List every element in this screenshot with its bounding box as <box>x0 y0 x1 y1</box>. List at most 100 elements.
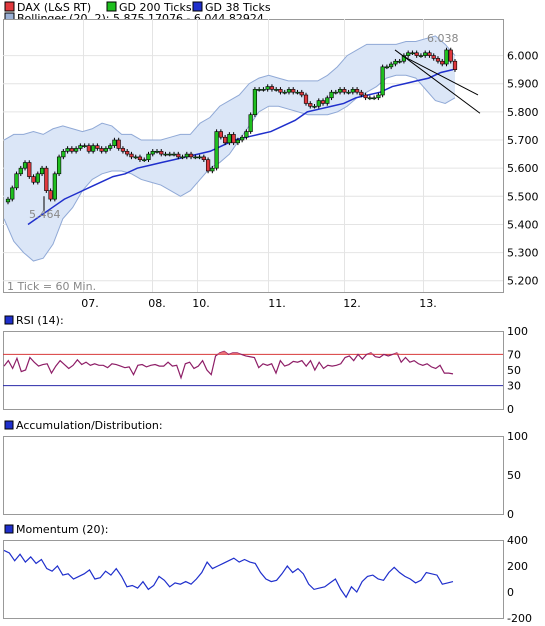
bollinger-lower-line <box>3 74 456 262</box>
price-tick-label: 5.200 <box>507 275 539 288</box>
ad-tick-label: 50 <box>507 469 521 482</box>
x-label-11: 11. <box>268 297 286 310</box>
legend-swatch <box>106 1 117 12</box>
candle-body <box>452 60 458 70</box>
candle-body <box>350 89 355 93</box>
candle-body <box>27 162 32 177</box>
legend-label-0: DAX (L&S RT) <box>17 1 91 14</box>
candle-body <box>197 156 202 159</box>
candle-body <box>74 148 79 152</box>
candle-body <box>52 173 57 200</box>
ad-title: Accumulation/Distribution: <box>16 419 163 432</box>
ad-tick-label: 100 <box>507 430 528 443</box>
candle-body <box>367 97 372 100</box>
candle-body <box>342 89 347 93</box>
candle-body <box>235 139 240 144</box>
rsi-tick-label: 100 <box>507 325 528 338</box>
candle-body <box>10 187 15 200</box>
candle-body <box>320 100 326 104</box>
candle-body <box>363 94 368 99</box>
momentum-panel-frame <box>3 540 504 619</box>
price-tick-label: 5.600 <box>507 162 539 175</box>
momentum-tick-label: 400 <box>507 534 528 547</box>
high-annotation: 6.038 <box>427 32 459 45</box>
candle-body <box>329 91 334 99</box>
candle-body <box>389 63 394 68</box>
price-tick-label: 5.300 <box>507 247 539 260</box>
candle-body <box>240 136 245 141</box>
rsi-tick-label: 30 <box>507 380 521 393</box>
candle-body <box>116 139 121 149</box>
candle-body <box>214 131 219 169</box>
candle-body <box>423 52 428 56</box>
candle-body <box>354 89 360 93</box>
candle-body <box>252 89 258 115</box>
candle-body <box>35 173 40 183</box>
candle-body <box>61 150 66 158</box>
candle-body <box>125 150 130 155</box>
candle-body <box>91 145 96 152</box>
candle-body <box>291 89 296 93</box>
candle-body <box>48 190 53 200</box>
rsi-swatch <box>4 315 14 325</box>
candle-body <box>129 153 134 158</box>
candle-body <box>39 167 45 175</box>
candle-body <box>154 150 160 153</box>
candle-body <box>176 153 181 158</box>
candle-body <box>146 153 151 161</box>
candle-body <box>333 91 338 94</box>
candle-body <box>22 162 28 169</box>
candle-body <box>274 89 279 91</box>
price-tick-label: 6.000 <box>507 50 539 63</box>
candle-body <box>299 91 304 96</box>
candle-body <box>414 52 419 56</box>
candle-body <box>150 150 155 155</box>
candle-body <box>95 145 100 149</box>
candle-body <box>210 167 215 172</box>
candle-body <box>393 60 398 65</box>
candle-body <box>223 136 228 144</box>
momentum-title: Momentum (20): <box>16 523 108 536</box>
candle-body <box>303 94 309 104</box>
candle-body <box>308 103 313 107</box>
tick-note: 1 Tick = 60 Min. <box>7 280 96 293</box>
candle-body <box>406 52 411 56</box>
candle-body <box>316 100 321 107</box>
candle-body <box>44 167 49 191</box>
candle-body <box>184 153 189 158</box>
bollinger-upper-line <box>3 35 456 141</box>
candle-body <box>265 86 270 90</box>
candle-body <box>282 91 287 94</box>
ad-swatch <box>4 420 14 430</box>
candle-body <box>112 139 117 146</box>
momentum-swatch <box>4 524 14 534</box>
candle-body <box>295 91 300 94</box>
candle-body <box>346 91 351 94</box>
rsi-tick-label: 70 <box>507 348 521 361</box>
candle-body <box>82 145 87 147</box>
candle-body <box>133 156 138 159</box>
candle-body <box>193 156 198 159</box>
candle-body <box>397 60 402 63</box>
candle-body <box>418 55 424 57</box>
candle-body <box>380 66 385 96</box>
candle-body <box>384 66 389 69</box>
candle-body <box>269 86 275 90</box>
candle-body <box>325 97 330 104</box>
candle-body <box>448 49 453 62</box>
candle-body <box>78 145 83 149</box>
rsi-title: RSI (14): <box>16 314 64 327</box>
momentum-tick-label: -200 <box>507 612 532 625</box>
candle-body <box>244 131 249 138</box>
x-label-10: 10. <box>192 297 210 310</box>
candle-body <box>159 150 164 155</box>
rsi-panel-frame <box>3 331 504 410</box>
candle-body <box>14 173 19 189</box>
candle-body <box>205 159 211 172</box>
candle-body <box>257 89 262 91</box>
candle-body <box>18 167 23 175</box>
candle-body <box>444 49 449 65</box>
candle-body <box>435 58 441 62</box>
candle-body <box>231 134 236 144</box>
